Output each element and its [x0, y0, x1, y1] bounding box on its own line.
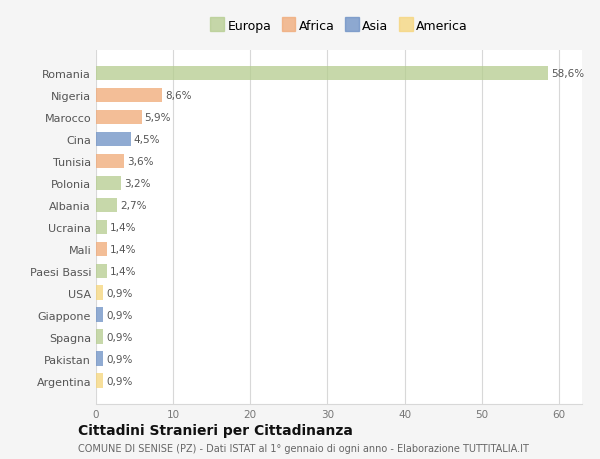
Bar	[96, 198, 117, 213]
Bar	[96, 374, 103, 388]
Bar	[96, 242, 107, 256]
Legend: Europa, Africa, Asia, America: Europa, Africa, Asia, America	[208, 18, 470, 36]
Bar	[96, 352, 103, 366]
Text: 5,9%: 5,9%	[145, 112, 171, 123]
Text: 1,4%: 1,4%	[110, 244, 136, 254]
Text: 0,9%: 0,9%	[106, 310, 133, 320]
Bar	[96, 111, 142, 125]
Bar	[96, 176, 121, 190]
Text: 8,6%: 8,6%	[166, 90, 192, 101]
Text: 1,4%: 1,4%	[110, 222, 136, 232]
Bar	[96, 286, 103, 300]
Text: 0,9%: 0,9%	[106, 332, 133, 342]
Text: Cittadini Stranieri per Cittadinanza: Cittadini Stranieri per Cittadinanza	[78, 423, 353, 437]
Text: 0,9%: 0,9%	[106, 288, 133, 298]
Text: 1,4%: 1,4%	[110, 266, 136, 276]
Text: 58,6%: 58,6%	[551, 69, 584, 78]
Text: 0,9%: 0,9%	[106, 354, 133, 364]
Bar	[96, 220, 107, 235]
Bar	[96, 154, 124, 168]
Bar	[96, 264, 107, 278]
Bar	[96, 308, 103, 322]
Text: 3,2%: 3,2%	[124, 179, 150, 188]
Bar	[96, 330, 103, 344]
Text: 0,9%: 0,9%	[106, 376, 133, 386]
Bar	[96, 89, 163, 103]
Bar	[96, 132, 131, 146]
Text: 3,6%: 3,6%	[127, 157, 154, 167]
Text: 2,7%: 2,7%	[120, 200, 146, 210]
Text: 4,5%: 4,5%	[134, 134, 160, 145]
Text: COMUNE DI SENISE (PZ) - Dati ISTAT al 1° gennaio di ogni anno - Elaborazione TUT: COMUNE DI SENISE (PZ) - Dati ISTAT al 1°…	[78, 443, 529, 453]
Bar	[96, 67, 548, 81]
